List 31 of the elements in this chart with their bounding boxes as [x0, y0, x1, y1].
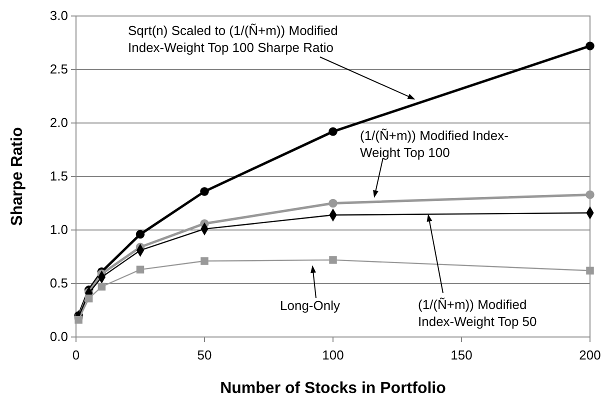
x-axis-title: Number of Stocks in Portfolio — [220, 380, 446, 397]
y-tick-label: 3.0 — [50, 8, 68, 24]
point — [74, 316, 82, 324]
point — [586, 42, 594, 50]
annotation: Sqrt(n) Scaled to (1/(Ñ+m)) Modified Index-Weight Top 100 Sharpe Ratio — [128, 23, 338, 55]
y-tick-label: 1.5 — [50, 168, 68, 184]
point — [586, 266, 594, 275]
point — [329, 256, 337, 264]
point — [136, 230, 145, 239]
annotation: Long-Only — [280, 298, 340, 313]
annotation: (1/(Ñ+m)) Modified Index- Weight Top 100 — [360, 128, 508, 160]
point — [200, 257, 208, 265]
x-tick-label: 50 — [197, 347, 212, 362]
point — [84, 294, 93, 302]
y-tick-label: 2.0 — [50, 115, 68, 130]
annotation: (1/(Ñ+m)) Modified Index-Weight Top 50 — [418, 297, 537, 329]
y-tick-label: 0.0 — [50, 329, 68, 344]
point — [328, 127, 338, 136]
point — [136, 266, 144, 274]
point — [586, 190, 594, 200]
x-tick-label: 0 — [72, 347, 80, 362]
y-axis-title: Sharpe Ratio — [9, 126, 26, 226]
y-tick-label: 2.5 — [50, 62, 68, 77]
point — [98, 282, 106, 291]
y-tick-label: 1.0 — [50, 222, 68, 238]
x-tick-label: 200 — [579, 347, 601, 362]
point — [328, 198, 338, 208]
x-tick-label: 100 — [322, 347, 344, 362]
point — [200, 187, 209, 196]
x-tick-label: 150 — [450, 347, 472, 362]
y-tick-label: 0.5 — [50, 276, 68, 291]
